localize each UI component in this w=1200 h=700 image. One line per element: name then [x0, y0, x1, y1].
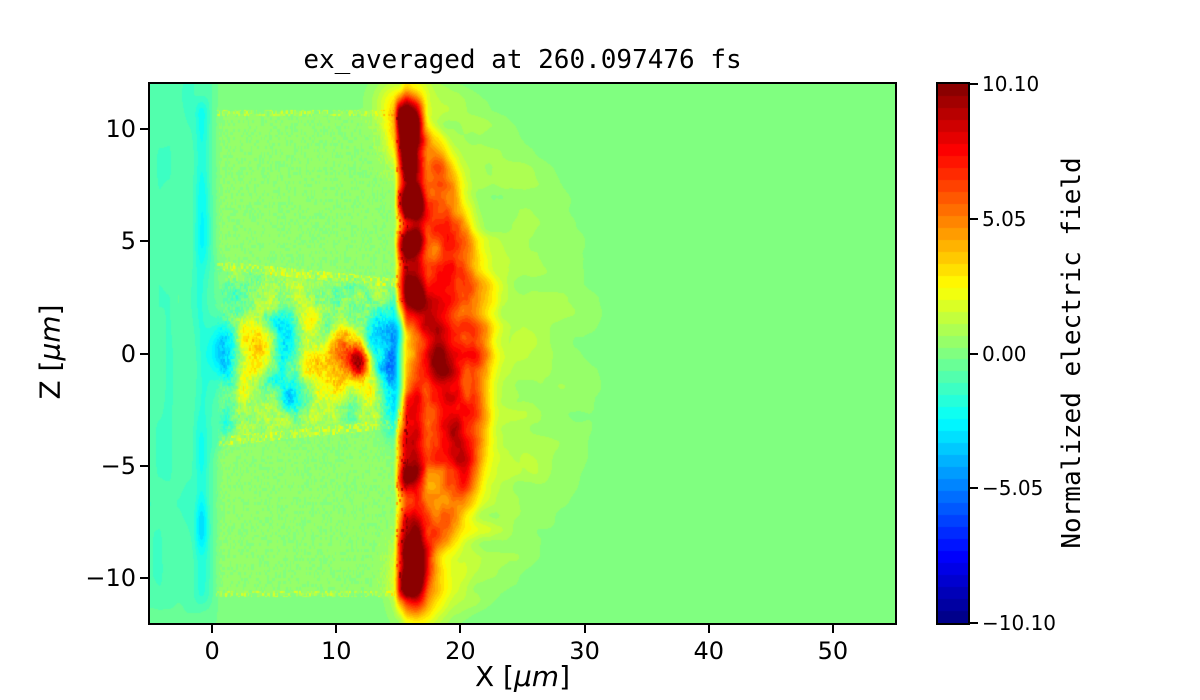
x-axis-label: X [μm] [150, 659, 895, 695]
z-tick-mark [140, 464, 148, 467]
colorbar-tick-label: 0.00 [982, 341, 1027, 366]
x-tick-label: 20 [445, 637, 476, 665]
z-tick-mark [140, 352, 148, 355]
colorbar-tick-mark [970, 352, 978, 355]
x-tick-mark [707, 625, 710, 633]
x-tick-mark [459, 625, 462, 633]
colorbar-tick-mark [970, 217, 978, 220]
colorbar-tick-mark [970, 83, 978, 85]
z-tick-mark [140, 240, 148, 243]
z-tick-label: 10 [105, 114, 136, 143]
colorbar-label: Normalized electric field [1057, 157, 1087, 549]
x-axis-unit: μm [513, 660, 560, 693]
x-tick-label: 10 [320, 637, 352, 665]
colorbar-tick-mark [970, 622, 978, 624]
colorbar [936, 82, 970, 625]
x-tick-label: 30 [569, 637, 600, 665]
plot-title: ex_averaged at 260.097476 fs [303, 45, 742, 75]
z-axis-label-suffix: ] [33, 304, 67, 316]
colorbar-tick-label: −5.05 [982, 476, 1044, 501]
x-tick-label: 0 [204, 637, 220, 665]
plot-area [148, 82, 897, 625]
x-axis-label-suffix: ] [559, 660, 571, 693]
colorbar-tick-mark [970, 487, 978, 490]
x-tick-label: 40 [693, 637, 725, 665]
z-tick-mark [140, 577, 148, 580]
colorbar-canvas [938, 84, 968, 623]
colorbar-tick-label: −10.10 [982, 611, 1057, 635]
x-tick-mark [583, 625, 586, 633]
z-tick-label: −10 [85, 564, 136, 593]
colorbar-tick-label: 10.10 [982, 72, 1040, 96]
z-tick-label: −5 [100, 451, 136, 480]
x-axis-label-prefix: X [ [474, 660, 514, 693]
z-tick-label: 0 [120, 339, 136, 368]
colorbar-tick-label: 5.05 [982, 206, 1027, 231]
z-tick-mark [140, 127, 148, 130]
x-tick-label: 50 [817, 637, 849, 665]
heatmap-canvas [150, 84, 895, 623]
x-tick-mark [335, 625, 338, 633]
x-tick-mark [831, 625, 834, 633]
z-tick-label: 5 [120, 227, 136, 256]
x-tick-mark [211, 625, 214, 633]
